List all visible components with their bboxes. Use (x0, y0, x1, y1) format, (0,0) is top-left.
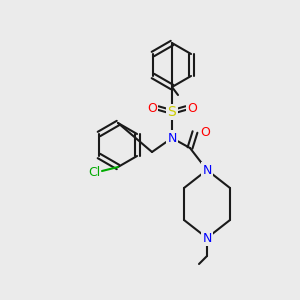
Text: N: N (167, 131, 177, 145)
Text: O: O (200, 125, 210, 139)
Text: Cl: Cl (88, 167, 100, 179)
Text: N: N (202, 232, 212, 244)
Text: N: N (202, 164, 212, 176)
Text: O: O (187, 101, 197, 115)
Text: S: S (168, 105, 176, 119)
Text: O: O (147, 101, 157, 115)
